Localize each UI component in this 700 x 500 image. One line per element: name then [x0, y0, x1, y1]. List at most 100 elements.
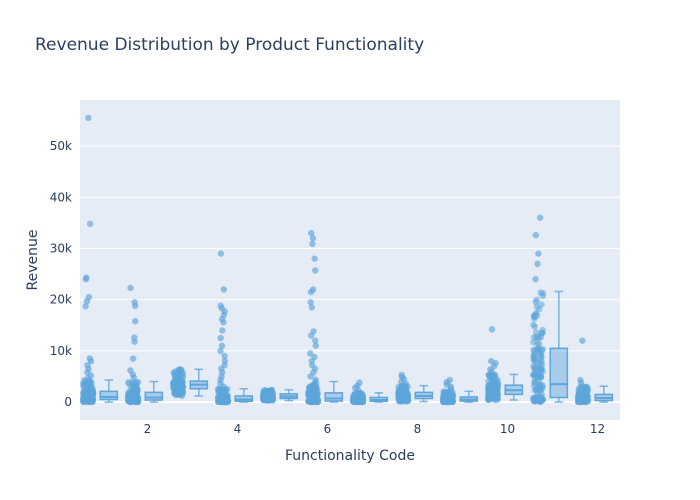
outlier-point — [532, 231, 539, 239]
outlier-point — [87, 357, 95, 365]
outlier-point — [132, 317, 139, 325]
data-point — [530, 346, 538, 353]
data-point — [80, 395, 87, 402]
x-tick-label: 2 — [144, 422, 152, 436]
outlier-point — [86, 220, 94, 228]
outlier-point — [307, 373, 314, 380]
x-axis-ticks: 2 4 6 8 10 12 — [144, 422, 605, 436]
data-point — [267, 390, 275, 397]
data-point — [535, 346, 542, 353]
gridlines — [80, 145, 620, 404]
outlier-point — [218, 342, 226, 349]
data-point — [443, 391, 450, 398]
data-point — [533, 386, 540, 394]
box-trace — [439, 376, 479, 406]
outlier-point — [217, 334, 224, 342]
data-point — [175, 367, 182, 375]
data-point — [539, 329, 546, 337]
x-tick-label: 4 — [234, 422, 242, 436]
outlier-point — [536, 214, 544, 221]
data-point — [489, 378, 497, 386]
data-point — [82, 380, 89, 388]
data-point — [539, 292, 546, 300]
outlier-point — [312, 342, 319, 349]
y-tick-label: 0 — [64, 395, 72, 409]
box-trace — [79, 114, 119, 406]
iqr-box — [324, 392, 344, 402]
outlier-point — [311, 255, 318, 262]
data-point — [216, 389, 223, 396]
outlier-point — [82, 303, 89, 310]
data-point — [532, 356, 540, 364]
data-point — [179, 385, 186, 392]
outlier-point — [307, 288, 315, 296]
chart-title: Revenue Distribution by Product Function… — [35, 35, 424, 55]
data-point — [533, 364, 540, 372]
outlier-point — [447, 385, 455, 392]
outlier-point — [130, 374, 138, 381]
data-point — [130, 380, 137, 387]
data-point — [133, 386, 141, 393]
box-trace — [530, 214, 569, 406]
outlier-point — [402, 380, 409, 387]
outlier-point — [312, 376, 319, 383]
data-point — [531, 323, 539, 330]
data-point — [534, 333, 541, 341]
y-axis-title: Revenue — [25, 230, 41, 291]
y-tick-label: 20k — [50, 293, 72, 307]
x-tick-label: 12 — [590, 422, 605, 436]
data-point — [89, 386, 96, 394]
data-point — [582, 397, 589, 404]
data-point — [533, 296, 540, 304]
box-trace — [214, 250, 254, 406]
outlier-point — [131, 302, 139, 310]
y-tick-label: 30k — [50, 241, 72, 255]
data-point — [134, 394, 141, 401]
outlier-point — [84, 374, 92, 382]
outlier-point — [354, 387, 362, 394]
outlier-point — [220, 286, 227, 293]
outlier-point — [535, 250, 542, 257]
box-trace — [259, 386, 299, 404]
x-tick-label: 6 — [324, 422, 332, 436]
outlier-point — [83, 298, 91, 305]
x-tick-label: 10 — [500, 422, 515, 436]
data-point — [494, 381, 502, 388]
outlier-point — [220, 319, 227, 326]
outlier-point — [307, 299, 314, 306]
outlier-point — [312, 337, 319, 344]
outlier-point — [85, 114, 92, 122]
outlier-point — [129, 355, 137, 362]
outlier-point — [308, 229, 315, 237]
outlier-point — [221, 352, 228, 360]
y-axis-ticks: 0 10k 20k 30k 40k 50k — [50, 139, 72, 409]
box-trace — [304, 229, 344, 406]
outlier-point — [579, 337, 586, 344]
outlier-point — [306, 350, 314, 357]
box-trace — [395, 371, 434, 405]
outlier-point — [577, 379, 585, 387]
outlier-point — [534, 260, 541, 268]
plot-area — [80, 100, 620, 420]
outlier-point — [309, 240, 316, 248]
data-point — [538, 386, 545, 393]
data-point — [309, 382, 316, 389]
outlier-point — [217, 250, 225, 257]
box-trace — [169, 366, 209, 400]
data-point — [539, 368, 546, 375]
data-point — [175, 373, 183, 381]
outlier-point — [312, 267, 319, 274]
outlier-point — [131, 338, 138, 345]
outlier-point — [532, 276, 539, 283]
outlier-point — [217, 347, 224, 355]
outlier-point — [82, 276, 90, 283]
box-trace — [349, 379, 389, 406]
data-point — [530, 338, 537, 346]
iqr-box — [144, 391, 164, 401]
box-trace — [484, 326, 524, 404]
outlier-point — [309, 235, 317, 242]
y-tick-label: 40k — [50, 190, 72, 204]
data-point — [530, 370, 538, 378]
data-point — [535, 340, 543, 348]
